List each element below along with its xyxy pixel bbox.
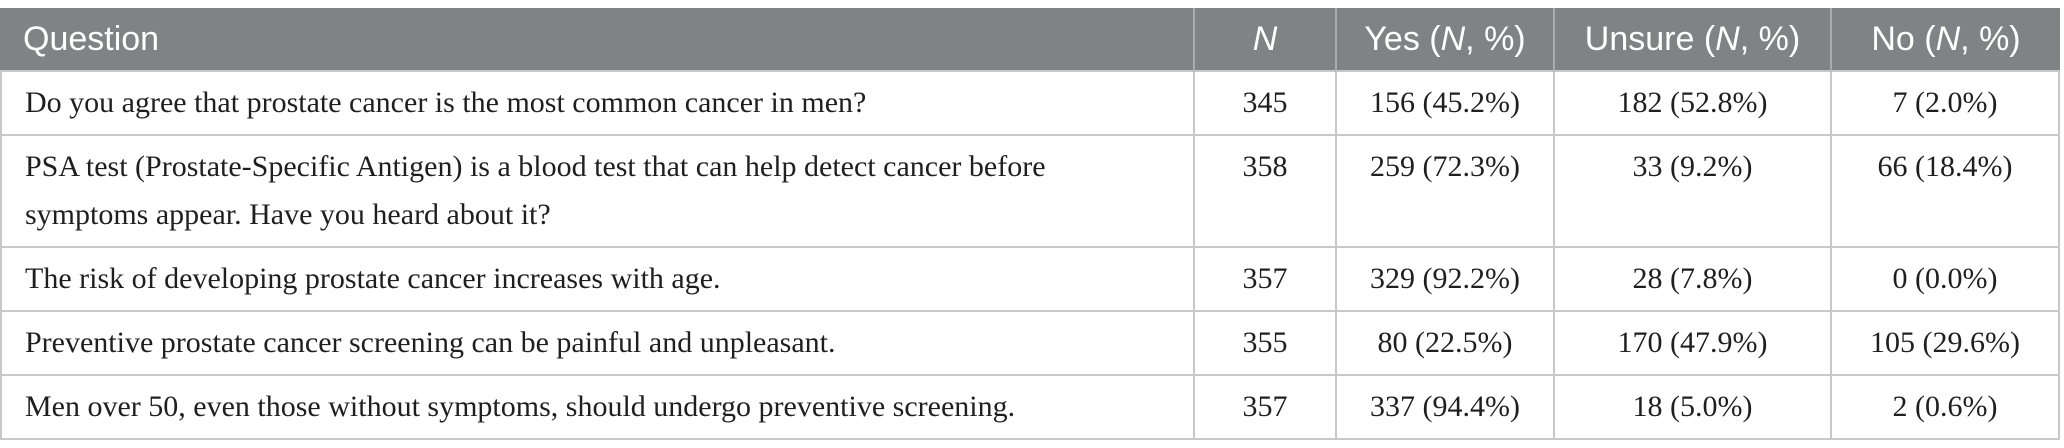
no-cell: 66 (18.4%) (1830, 136, 2060, 248)
table-row: PSA test (Prostate-Specific Antigen) is … (0, 136, 2060, 248)
n-cell: 355 (1193, 312, 1335, 376)
unsure-cell: 18 (5.0%) (1553, 376, 1830, 440)
unsure-cell: 33 (9.2%) (1553, 136, 1830, 248)
column-header-n: N (1193, 8, 1335, 72)
n-cell: 357 (1193, 248, 1335, 312)
header-label-part: Yes ( (1364, 19, 1441, 58)
yes-cell: 329 (92.2%) (1335, 248, 1553, 312)
no-cell: 105 (29.6%) (1830, 312, 2060, 376)
n-italic-label: N (1252, 19, 1278, 58)
header-label-part: Unsure ( (1584, 19, 1716, 58)
survey-results-table: Question N Yes (N, %) Unsure (N, %) No (… (0, 8, 2060, 440)
table-row: The risk of developing prostate cancer i… (0, 248, 2060, 312)
question-cell: Preventive prostate cancer screening can… (0, 312, 1193, 376)
header-label-part: , %) (1739, 19, 1801, 58)
header-label-part: , %) (1465, 19, 1526, 58)
unsure-cell: 28 (7.8%) (1553, 248, 1830, 312)
no-cell: 0 (0.0%) (1830, 248, 2060, 312)
column-header-question: Question (0, 8, 1193, 72)
question-cell: Do you agree that prostate cancer is the… (0, 72, 1193, 136)
question-cell: Men over 50, even those without symptoms… (0, 376, 1193, 440)
header-label-part: , %) (1960, 19, 2021, 58)
n-cell: 345 (1193, 72, 1335, 136)
table-header-row: Question N Yes (N, %) Unsure (N, %) No (… (0, 8, 2060, 72)
question-cell: PSA test (Prostate-Specific Antigen) is … (0, 136, 1193, 248)
unsure-cell: 170 (47.9%) (1553, 312, 1830, 376)
n-cell: 358 (1193, 136, 1335, 248)
yes-cell: 259 (72.3%) (1335, 136, 1553, 248)
n-cell: 357 (1193, 376, 1335, 440)
yes-cell: 156 (45.2%) (1335, 72, 1553, 136)
no-cell: 7 (2.0%) (1830, 72, 2060, 136)
column-header-no: No (N, %) (1830, 8, 2060, 72)
column-header-unsure: Unsure (N, %) (1553, 8, 1830, 72)
question-cell: The risk of developing prostate cancer i… (0, 248, 1193, 312)
unsure-cell: 182 (52.8%) (1553, 72, 1830, 136)
yes-cell: 337 (94.4%) (1335, 376, 1553, 440)
n-italic-label: N (1935, 19, 1961, 58)
n-italic-label: N (1440, 19, 1466, 58)
table-row: Preventive prostate cancer screening can… (0, 312, 2060, 376)
n-italic-label: N (1715, 19, 1740, 58)
header-label-part: No ( (1871, 19, 1936, 58)
no-cell: 2 (0.6%) (1830, 376, 2060, 440)
table-row: Do you agree that prostate cancer is the… (0, 72, 2060, 136)
table-row: Men over 50, even those without symptoms… (0, 376, 2060, 440)
yes-cell: 80 (22.5%) (1335, 312, 1553, 376)
column-header-yes: Yes (N, %) (1335, 8, 1553, 72)
